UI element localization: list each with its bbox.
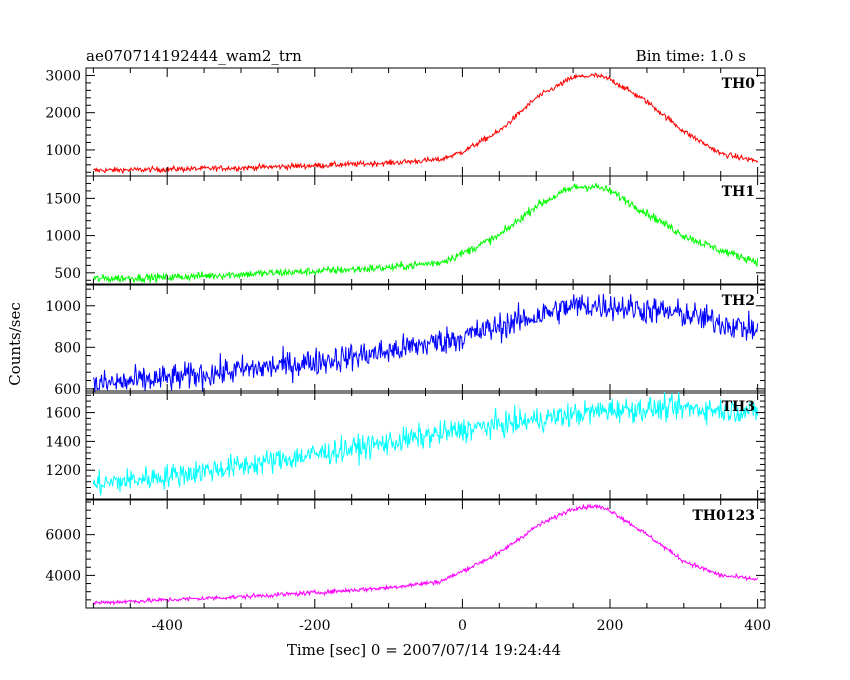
x-tick-label: 400 xyxy=(744,618,771,634)
series-line-th0123 xyxy=(93,503,759,606)
y-tick-label: 2000 xyxy=(45,106,81,122)
panel-label: TH0 xyxy=(722,76,756,92)
panel-th0123: 4000 6000 TH0123 xyxy=(45,499,766,609)
y-tick-label: 1000 xyxy=(45,143,81,159)
bin-time-label: Bin time: 1.0 s xyxy=(636,47,746,65)
y-tick-label: 4000 xyxy=(45,568,81,584)
x-tick-label: 200 xyxy=(597,618,624,634)
y-tick-label: 800 xyxy=(54,340,81,356)
panel-label: TH1 xyxy=(722,184,755,200)
y-tick-label: 1000 xyxy=(45,299,81,315)
y-axis-label: Counts/sec xyxy=(6,302,24,386)
chart-title: ae070714192444_wam2_trn xyxy=(86,47,302,65)
y-tick-label: 1200 xyxy=(45,463,81,479)
y-tick-label: 1000 xyxy=(45,229,81,245)
x-tick-label: -200 xyxy=(299,618,330,634)
panel-th1: 500 1000 1500 TH1 xyxy=(45,175,766,285)
series-line-th0 xyxy=(93,72,759,174)
panel-th0: 1000 2000 3000 TH0 xyxy=(45,67,766,177)
y-tick-label: 1500 xyxy=(45,191,81,207)
panel-label: TH2 xyxy=(722,293,755,309)
x-tick-label: 0 xyxy=(458,618,467,634)
panel-label: TH3 xyxy=(722,399,755,415)
x-tick-label: -400 xyxy=(151,618,182,634)
y-tick-label: 1600 xyxy=(45,406,81,422)
panel-th3: 1200 1400 1600 TH3 xyxy=(45,390,766,500)
panel-th2: 600 800 1000 TH2 xyxy=(45,284,766,398)
y-tick-label: 3000 xyxy=(45,68,81,84)
y-tick-label: 500 xyxy=(54,266,81,282)
y-tick-label: 600 xyxy=(54,382,81,398)
panel-label: TH0123 xyxy=(692,508,755,524)
series-line-th3 xyxy=(92,392,759,496)
y-tick-label: 1400 xyxy=(45,434,81,450)
series-line-th2 xyxy=(92,293,759,393)
panel-frame xyxy=(85,175,766,285)
y-tick-label: 6000 xyxy=(45,528,81,544)
x-axis-label: Time [sec] 0 = 2007/07/14 19:24:44 xyxy=(287,641,561,659)
panel-frame xyxy=(85,499,766,609)
series-line-th1 xyxy=(92,182,759,284)
